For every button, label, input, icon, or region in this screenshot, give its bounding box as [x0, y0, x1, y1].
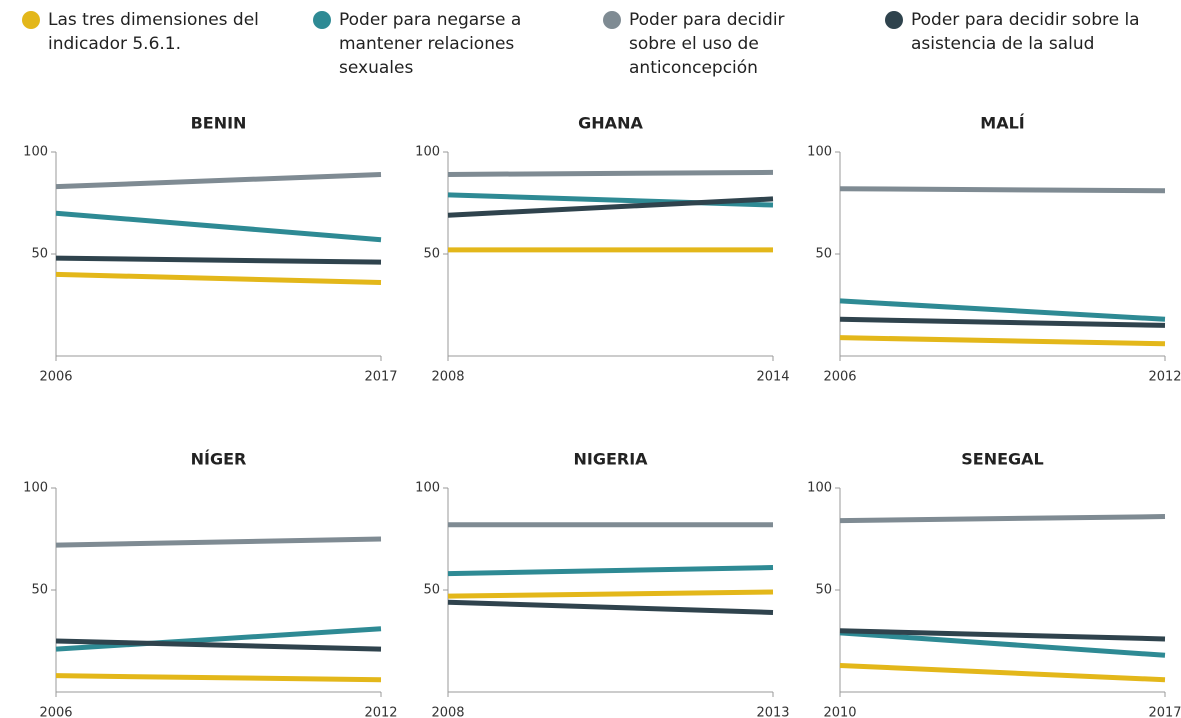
y-tick-label: 50 [423, 583, 440, 598]
series-line [839, 335, 1166, 347]
series-line [839, 514, 1166, 524]
x-tick-label: 2013 [756, 706, 789, 718]
legend-item: Poder para decidir sobre la asistencia d… [885, 8, 1161, 56]
x-tick-label: 2012 [1148, 370, 1181, 385]
series-line [55, 271, 382, 286]
y-tick-label: 100 [23, 145, 48, 160]
legend-swatch [22, 11, 40, 29]
series-line [839, 628, 1166, 642]
chart-title: NÍGER [191, 450, 247, 469]
legend-item: Poder para decidir sobre el uso de antic… [603, 8, 819, 80]
x-tick-label: 2017 [364, 370, 397, 385]
y-tick-label: 50 [31, 583, 48, 598]
x-tick-label: 2014 [756, 370, 789, 385]
x-tick-label: 2012 [364, 706, 397, 718]
chart-title: MALÍ [980, 114, 1025, 133]
y-tick-label: 50 [815, 583, 832, 598]
series-line [447, 565, 774, 577]
chart-title: BENIN [191, 114, 247, 133]
series-line [447, 169, 774, 177]
chart-title: GHANA [578, 114, 643, 133]
series-line [55, 536, 382, 548]
series-line [55, 673, 382, 683]
series-line [55, 171, 382, 190]
series-line [839, 298, 1166, 322]
legend-label: Poder para decidir sobre la asistencia d… [911, 10, 1140, 54]
legend-item: Las tres dimensiones del indicador 5.6.1… [22, 8, 273, 56]
chart-title: NIGERIA [573, 450, 648, 469]
x-tick-label: 2017 [1148, 706, 1181, 718]
x-tick-label: 2006 [39, 370, 72, 385]
x-tick-label: 2006 [823, 370, 856, 385]
y-tick-label: 100 [415, 145, 440, 160]
y-tick-label: 50 [815, 247, 832, 262]
series-line [839, 630, 1166, 658]
chart-title: SENEGAL [961, 450, 1043, 469]
legend-swatch [603, 11, 621, 29]
legend-label: Poder para decidir sobre el uso de antic… [629, 10, 785, 78]
y-tick-label: 100 [415, 481, 440, 496]
legend-swatch [885, 11, 903, 29]
series-line [55, 626, 382, 652]
series-line [55, 210, 382, 243]
x-tick-label: 2010 [823, 706, 856, 718]
series-line [839, 316, 1166, 328]
legend-label: Poder para negarse a mantener relaciones… [339, 10, 522, 78]
series-line [447, 196, 774, 218]
series-line [55, 255, 382, 265]
legend-swatch [313, 11, 331, 29]
y-tick-label: 100 [23, 481, 48, 496]
series-line [447, 599, 774, 615]
x-tick-label: 2008 [431, 370, 464, 385]
y-tick-label: 100 [807, 481, 832, 496]
legend-label: Las tres dimensiones del indicador 5.6.1… [48, 10, 259, 54]
y-tick-label: 50 [423, 247, 440, 262]
series-line [839, 186, 1166, 194]
y-tick-label: 100 [807, 145, 832, 160]
series-line [839, 662, 1166, 683]
x-tick-label: 2008 [431, 706, 464, 718]
series-line [447, 589, 774, 599]
legend-item: Poder para negarse a mantener relaciones… [313, 8, 564, 80]
x-tick-label: 2006 [39, 706, 72, 718]
series-line [55, 638, 382, 652]
y-tick-label: 50 [31, 247, 48, 262]
